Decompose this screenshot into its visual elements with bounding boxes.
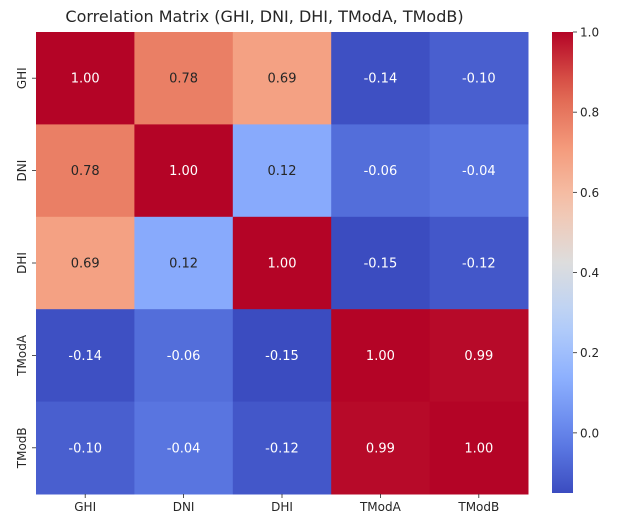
y-axis-ticks: GHI DNI DHI TModA TModB <box>15 67 36 469</box>
cell-value-labels: 1.00 0.78 0.69 -0.14 -0.10 0.78 1.00 0.12 -0.06 -… <box>68 72 495 457</box>
cell-value-label: 0.99 <box>464 349 493 364</box>
colorbar-tick-label: 0.8 <box>580 106 599 120</box>
x-tick-label: DNI <box>173 500 195 514</box>
colorbar-tick-label: 0.2 <box>580 346 599 360</box>
cell-value-label: 1.00 <box>71 72 100 87</box>
heatmap-cell <box>331 401 431 495</box>
cell-value-label: -0.15 <box>364 257 398 272</box>
heatmap-cell <box>134 124 234 218</box>
cell-value-label: -0.06 <box>167 349 201 364</box>
cell-value-label: -0.15 <box>265 349 299 364</box>
colorbar-tick-label: 0.4 <box>580 266 599 280</box>
colorbar: 0.0 0.2 0.4 0.6 0.8 1.0 <box>552 26 599 493</box>
heatmap-cell <box>429 401 529 495</box>
heatmap-cell <box>331 309 431 403</box>
heatmap-cell <box>429 216 529 310</box>
x-tick-label: TModB <box>457 500 499 514</box>
cell-value-label: 0.78 <box>71 164 100 179</box>
heatmap-cell <box>134 309 234 403</box>
cell-value-label: -0.04 <box>167 441 201 456</box>
cell-value-label: 1.00 <box>366 349 395 364</box>
cell-value-label: -0.10 <box>462 72 496 87</box>
heatmap-cell <box>331 216 431 310</box>
heatmap-cells <box>36 32 529 495</box>
cell-value-label: 1.00 <box>464 441 493 456</box>
heatmap-cell <box>232 124 332 218</box>
cell-value-label: -0.12 <box>265 441 299 456</box>
colorbar-tick-label: 0.6 <box>580 186 599 200</box>
cell-value-label: -0.10 <box>68 441 102 456</box>
cell-value-label: -0.06 <box>364 164 398 179</box>
heatmap-cell <box>429 309 529 403</box>
cell-value-label: -0.14 <box>364 72 398 87</box>
cell-value-label: 1.00 <box>169 164 198 179</box>
heatmap-cell <box>331 124 431 218</box>
colorbar-gradient <box>552 32 573 493</box>
heatmap-cell <box>134 401 234 495</box>
heatmap-cell <box>134 32 234 125</box>
y-tick-label: DHI <box>15 252 29 274</box>
heatmap-cell <box>232 309 332 403</box>
heatmap-cell <box>36 32 135 125</box>
heatmap-cell <box>429 124 529 218</box>
cell-value-label: -0.12 <box>462 257 496 272</box>
x-axis-ticks: GHI DNI DHI TModA TModB <box>74 494 499 514</box>
colorbar-tick-label: 0.0 <box>580 426 599 440</box>
heatmap-cell <box>36 309 135 403</box>
heatmap-cell <box>331 32 431 125</box>
x-tick-label: GHI <box>74 500 96 514</box>
cell-value-label: 0.69 <box>268 72 297 87</box>
heatmap-cell <box>232 216 332 310</box>
heatmap-cell <box>232 32 332 125</box>
y-tick-label: TModB <box>15 427 29 469</box>
cell-value-label: -0.04 <box>462 164 496 179</box>
cell-value-label: 1.00 <box>268 257 297 272</box>
cell-value-label: 0.78 <box>169 72 198 87</box>
heatmap-cell <box>429 32 529 125</box>
heatmap-cell <box>36 124 135 218</box>
colorbar-tick-label: 1.0 <box>580 26 599 40</box>
cell-value-label: 0.69 <box>71 257 100 272</box>
cell-value-label: -0.14 <box>68 349 102 364</box>
y-tick-label: DNI <box>15 160 29 182</box>
cell-value-label: 0.12 <box>169 257 198 272</box>
chart-title: Correlation Matrix (GHI, DNI, DHI, TModA… <box>65 7 463 26</box>
y-tick-label: TModA <box>15 334 29 377</box>
heatmap-cell <box>134 216 234 310</box>
heatmap-cell <box>232 401 332 495</box>
cell-value-label: 0.12 <box>268 164 297 179</box>
x-tick-label: TModA <box>359 500 402 514</box>
y-tick-label: GHI <box>15 67 29 89</box>
heatmap-cell <box>36 401 135 495</box>
heatmap-cell <box>36 216 135 310</box>
cell-value-label: 0.99 <box>366 441 395 456</box>
x-tick-label: DHI <box>271 500 293 514</box>
